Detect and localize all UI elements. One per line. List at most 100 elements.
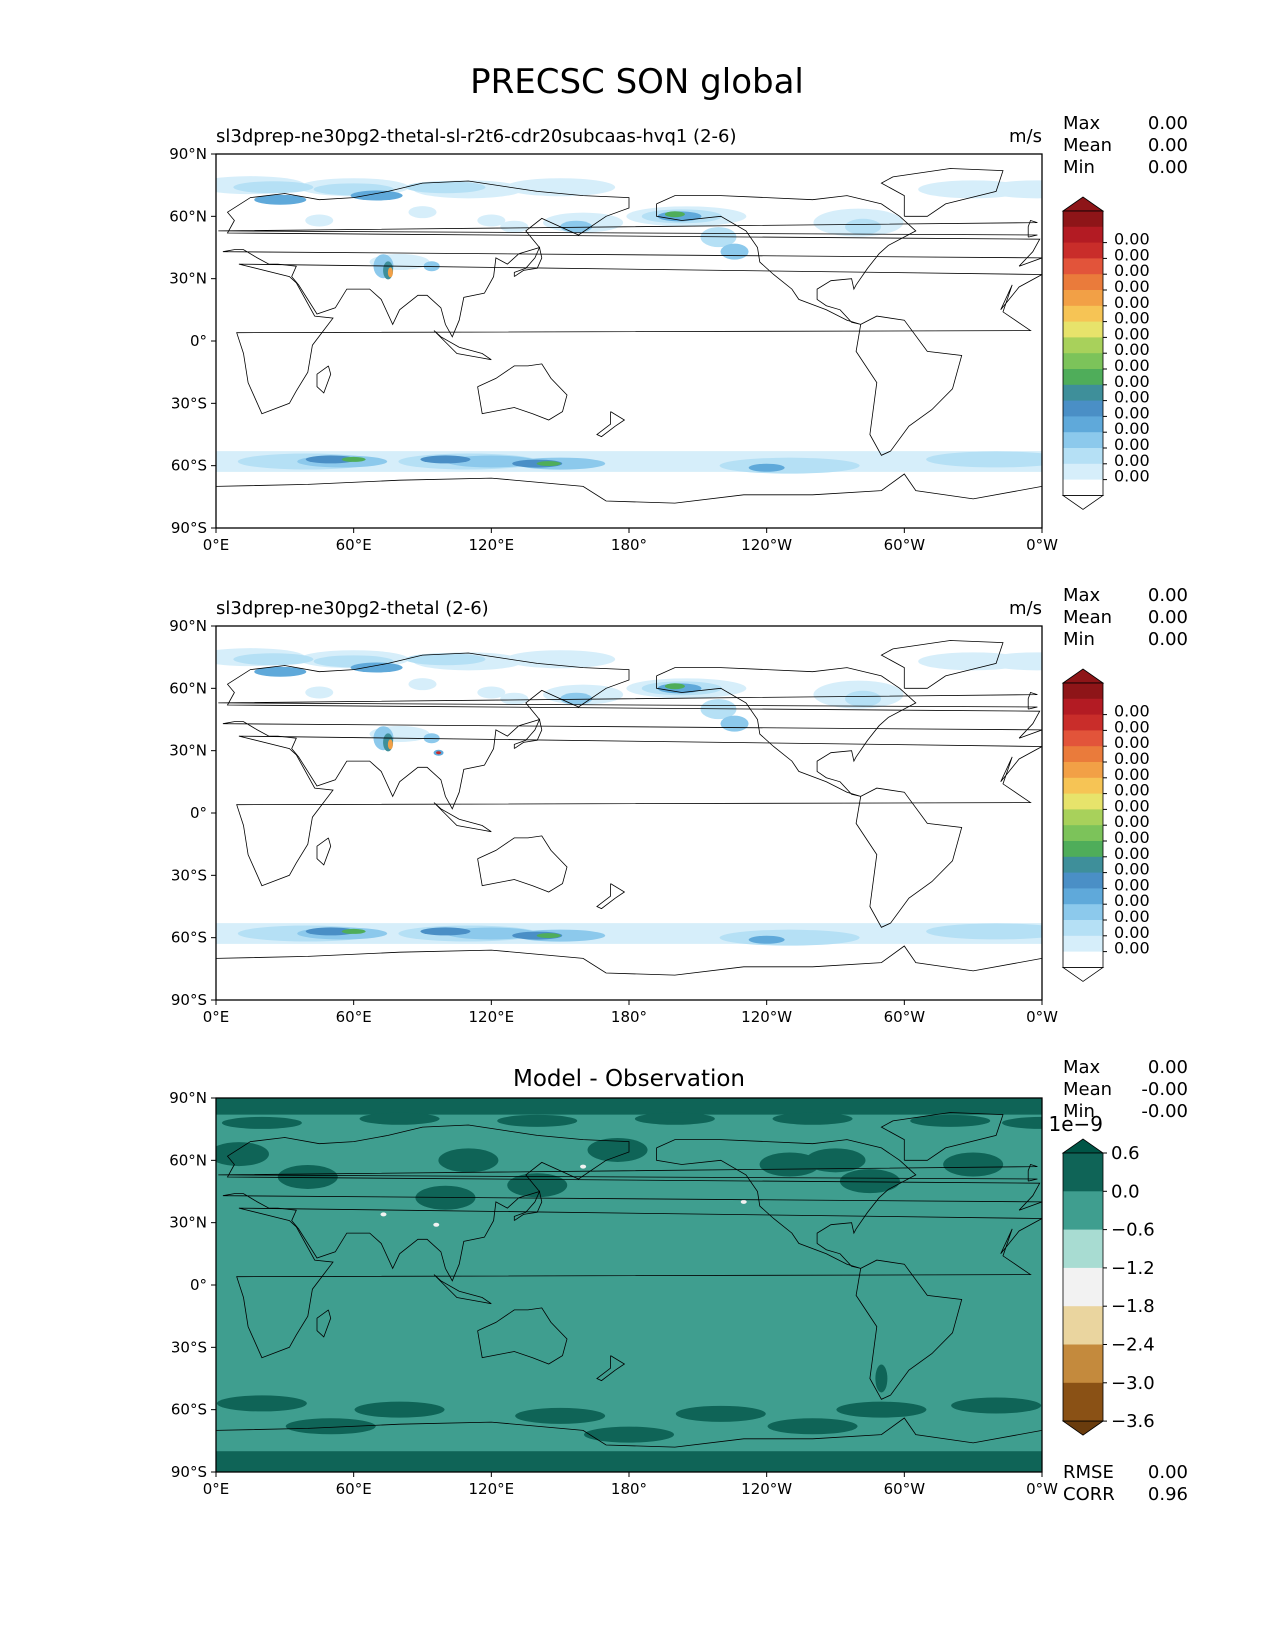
x-tick-label: 0°E — [203, 536, 230, 554]
precip-contour — [720, 243, 749, 260]
y-tick-label: 90°S — [171, 991, 207, 1009]
diff-contour — [910, 1114, 991, 1127]
colorbar-tick-label: 0.00 — [1114, 419, 1150, 438]
precip-contour — [719, 929, 860, 946]
y-tick-label: 30°N — [169, 742, 207, 760]
diff-contour — [515, 1407, 606, 1424]
colorbar-tick-label: 0.00 — [1114, 875, 1150, 894]
diff-contour — [740, 1199, 747, 1204]
stat-value: 0.00 — [1148, 607, 1188, 628]
x-tick-label: 180° — [611, 536, 647, 554]
diff-contour — [1002, 1116, 1042, 1129]
colorbar-tick-label: 0.00 — [1114, 309, 1150, 328]
stat-value: 0.00 — [1148, 585, 1188, 606]
colorbar-swatch — [1063, 463, 1103, 481]
colorbar-swatch — [1063, 369, 1103, 386]
colorbar-swatch — [1063, 714, 1103, 731]
stat-value: -0.00 — [1141, 1079, 1188, 1100]
map-field — [216, 154, 1042, 528]
y-tick-label: 30°S — [171, 394, 207, 412]
coastline-namerica — [656, 1139, 917, 1269]
stat-value: 0.96 — [1148, 1484, 1188, 1505]
colorbar-swatch — [1063, 448, 1103, 465]
colorbar: 0.000.000.000.000.000.000.000.000.000.00… — [1061, 668, 1150, 982]
colorbar-swatch — [1063, 1306, 1103, 1345]
colorbar-tick-label: −1.2 — [1111, 1258, 1155, 1279]
colorbar-swatch — [1063, 416, 1103, 433]
colorbar-tick-label: 0.00 — [1114, 261, 1150, 280]
x-tick-label: 0°E — [203, 1480, 230, 1498]
stat-value: 0.00 — [1148, 157, 1188, 178]
colorbar-swatch — [1063, 290, 1103, 307]
precip-contour — [926, 923, 1042, 940]
colorbar-swatch — [1063, 1267, 1103, 1307]
y-tick-label: 60°N — [169, 207, 207, 225]
colorbar-swatch — [1063, 951, 1103, 968]
y-tick-label: 0° — [190, 1276, 207, 1294]
coastline-indonesia — [433, 1274, 492, 1305]
map-background — [216, 626, 1042, 1000]
coastline-namerica — [656, 667, 917, 797]
diff-contour — [438, 1148, 499, 1173]
panel-1: 0°E 60°E 120°E 180° 120°W 60°W 0°W 90°N 60°N 30°N… — [169, 113, 1188, 554]
colorbar-swatch — [1063, 337, 1103, 354]
stat-label: Min — [1063, 157, 1095, 178]
colorbar-extend-bottom — [1061, 494, 1105, 510]
y-tick-label: 60°N — [169, 679, 207, 697]
colorbar-swatch — [1063, 746, 1103, 763]
colorbar-tick-label: 0.00 — [1114, 467, 1150, 486]
colorbar-swatch — [1063, 809, 1103, 826]
diff-contour — [675, 1405, 766, 1422]
colorbar-swatch — [1063, 305, 1103, 323]
coastline-eurasia — [222, 652, 1042, 810]
x-tick-label: 0°E — [203, 1008, 230, 1026]
colorbar-swatch — [1063, 384, 1103, 402]
diff-contour — [772, 1112, 853, 1125]
coastline-nz — [596, 1355, 626, 1382]
colorbar-extend-bottom — [1061, 967, 1105, 982]
coastline-uk — [218, 1164, 1038, 1182]
coastline-eurasia — [222, 180, 1042, 338]
x-tick-label: 60°E — [336, 536, 372, 554]
colorbar-swatch — [1063, 321, 1103, 338]
colorbar-swatch — [1063, 1344, 1103, 1384]
stat-label: RMSE — [1063, 1462, 1114, 1483]
x-tick-label: 120°E — [469, 1008, 515, 1026]
coastline-nz — [596, 883, 626, 910]
stat-label: Min — [1063, 1101, 1095, 1122]
colorbar-swatch — [1063, 904, 1103, 921]
colorbar-tick-label: 0.00 — [1114, 907, 1150, 926]
colorbar-swatch — [1063, 211, 1103, 228]
stat-value: 0.00 — [1148, 135, 1188, 156]
coastline-japan — [513, 246, 543, 277]
coastline-australia — [477, 835, 568, 893]
colorbar-swatch — [1063, 400, 1103, 417]
colorbar-swatch — [1063, 825, 1103, 842]
diff-contour — [805, 1148, 866, 1173]
precip-contour — [254, 666, 307, 677]
colorbar-swatch — [1063, 353, 1103, 370]
stat-value: 0.00 — [1148, 113, 1188, 134]
colorbar-tick-label: 0.00 — [1114, 388, 1150, 407]
precip-contour — [305, 686, 334, 699]
colorbar-swatch — [1063, 730, 1103, 747]
coastlines — [216, 168, 1042, 528]
panel-title: sl3dprep-ne30pg2-thetal (2-6) — [216, 598, 489, 619]
coastline-namerica — [656, 195, 917, 325]
diff-contour — [216, 1142, 269, 1167]
colorbar-swatch — [1063, 935, 1103, 953]
coastline-africa — [236, 263, 1042, 415]
colorbar-tick-label: 0.00 — [1114, 245, 1150, 264]
x-tick-label: 120°E — [469, 1480, 515, 1498]
precip-contour — [982, 180, 1042, 199]
precip-contour — [387, 267, 393, 278]
diff-contour — [943, 1152, 1004, 1177]
colorbar-tick-label: −3.0 — [1111, 1373, 1155, 1394]
x-tick-label: 180° — [611, 1008, 647, 1026]
precip-contour — [748, 935, 785, 944]
colorbar-swatch — [1063, 793, 1103, 810]
precip-contour — [500, 692, 529, 705]
precip-contour — [748, 463, 785, 472]
x-tick-label: 180° — [611, 1480, 647, 1498]
diff-contour — [216, 1098, 1042, 1115]
